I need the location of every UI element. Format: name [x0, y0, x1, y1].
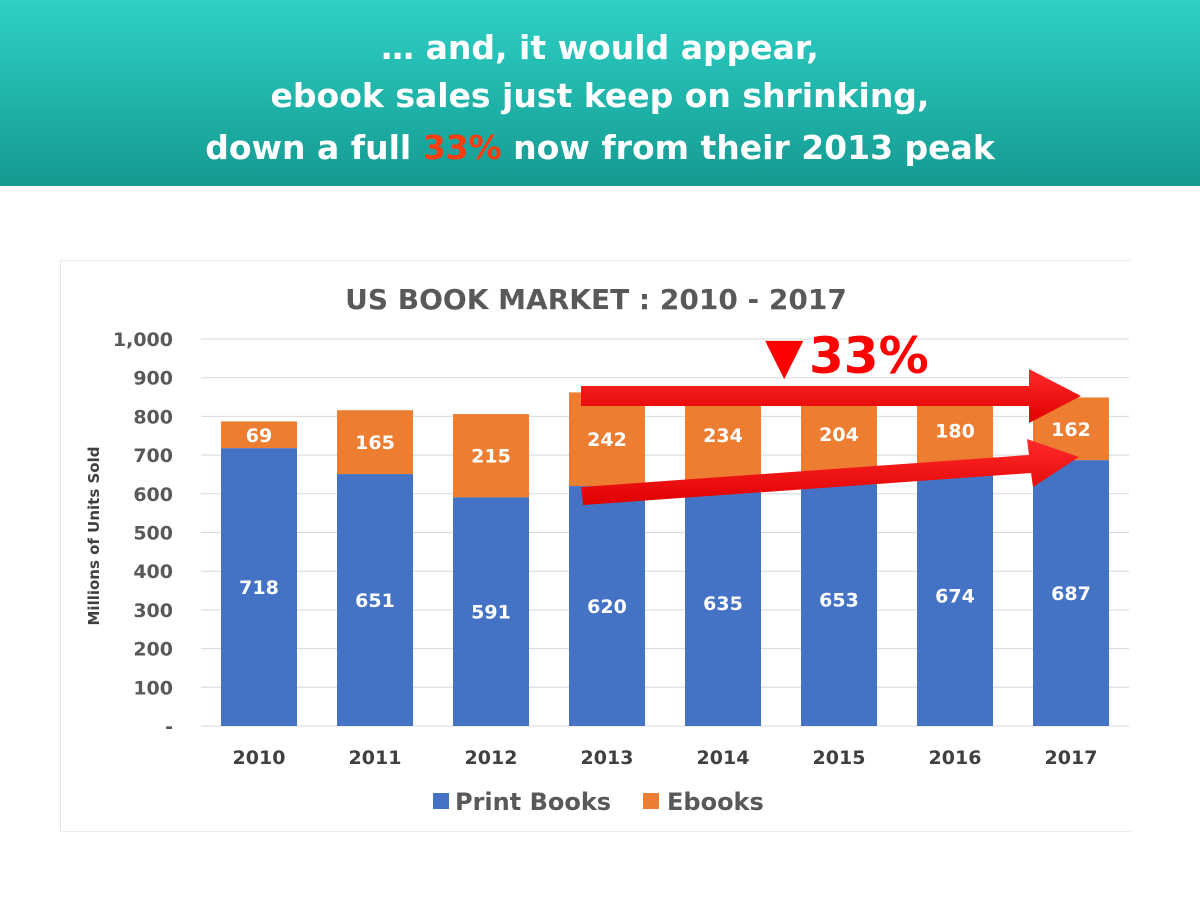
bar-ebooks [337, 410, 413, 475]
y-tick-label: 400 [133, 561, 173, 583]
y-axis-label: Millions of Units Sold [85, 447, 103, 626]
x-tick-label: 2015 [813, 747, 866, 769]
bars: 718 69 651 165 591 215 620 242 635 234 653 204 674 18… [221, 389, 1109, 726]
decline-annotation: ▼ 33% [581, 327, 1081, 505]
data-label-print-books: 653 [819, 590, 859, 612]
data-label-print-books: 687 [1051, 583, 1091, 605]
data-label-ebooks: 180 [935, 420, 975, 442]
data-label-print-books: 718 [239, 577, 279, 599]
lower-trend-arrow [581, 439, 1079, 505]
y-tick-label: 600 [133, 484, 173, 506]
data-label-ebooks: 162 [1051, 419, 1091, 441]
bar-print-books [917, 465, 993, 726]
x-tick-label: 2017 [1045, 747, 1098, 769]
bar-ebooks [801, 394, 877, 474]
x-tick-label: 2010 [233, 747, 286, 769]
legend: Print Books Ebooks [433, 788, 764, 816]
chart-container: US BOOK MARKET : 2010 - 2017 - 100 200 300 4… [60, 260, 1131, 832]
data-label-print-books: 591 [471, 602, 511, 624]
headline-line-3: down a full 33% now from their 2013 peak [0, 128, 1200, 168]
bar-ebooks [917, 395, 993, 466]
upper-trend-arrow [581, 369, 1081, 423]
y-axis-ticks: - 100 200 300 400 500 600 700 800 900 1,000 [113, 329, 173, 738]
bar-print-books [569, 486, 645, 726]
bar-print-books [1033, 460, 1109, 726]
y-tick-label: 500 [133, 523, 173, 545]
data-label-ebooks: 242 [587, 429, 627, 451]
legend-swatch-print [433, 793, 449, 809]
bar-ebooks [569, 392, 645, 487]
x-tick-label: 2012 [465, 747, 518, 769]
y-tick-label: 200 [133, 639, 173, 661]
headline-line-3-after: now from their 2013 peak [501, 128, 995, 167]
x-axis-ticks: 2010 2011 2012 2013 2014 2015 2016 2017 [233, 747, 1098, 769]
data-label-print-books: 620 [587, 596, 627, 618]
headline-line-3-before: down a full [205, 128, 423, 167]
legend-swatch-ebooks [643, 793, 659, 809]
x-tick-label: 2013 [581, 747, 634, 769]
annotation-percent: 33% [809, 327, 929, 385]
y-tick-label: 800 [133, 406, 173, 428]
y-tick-label: 700 [133, 445, 173, 467]
data-label-print-books: 651 [355, 590, 395, 612]
data-label-print-books: 635 [703, 593, 743, 615]
bar-ebooks [221, 421, 297, 449]
y-tick-label: - [165, 716, 173, 738]
x-tick-label: 2014 [697, 747, 750, 769]
down-triangle-icon: ▼ [765, 327, 804, 385]
stacked-bar-chart: US BOOK MARKET : 2010 - 2017 - 100 200 300 4… [85, 283, 1129, 816]
bar-ebooks [453, 414, 529, 498]
legend-label-print: Print Books [455, 788, 611, 816]
x-tick-label: 2011 [349, 747, 402, 769]
data-label-print-books: 674 [935, 586, 975, 608]
slide-header: … and, it would appear, ebook sales just… [0, 0, 1200, 186]
bar-print-books [685, 480, 761, 726]
data-label-ebooks: 204 [819, 424, 859, 446]
y-tick-label: 100 [133, 677, 173, 699]
bar-print-books [801, 473, 877, 726]
data-label-ebooks: 234 [703, 425, 743, 447]
headline-line-2: ebook sales just keep on shrinking, [270, 76, 930, 115]
data-label-ebooks: 165 [355, 432, 395, 454]
data-label-ebooks: 69 [246, 425, 272, 447]
y-tick-label: 300 [133, 600, 173, 622]
bar-print-books [337, 474, 413, 726]
headline-line-1: … and, it would appear, [381, 28, 819, 67]
x-tick-label: 2016 [929, 747, 982, 769]
data-label-ebooks: 215 [471, 446, 511, 468]
chart-title: US BOOK MARKET : 2010 - 2017 [345, 283, 847, 316]
y-tick-label: 900 [133, 368, 173, 390]
bar-print-books [221, 448, 297, 726]
bar-print-books [453, 497, 529, 726]
headline-highlight-percent: 33% [422, 128, 502, 167]
y-tick-label: 1,000 [113, 329, 173, 351]
legend-label-ebooks: Ebooks [667, 788, 764, 816]
